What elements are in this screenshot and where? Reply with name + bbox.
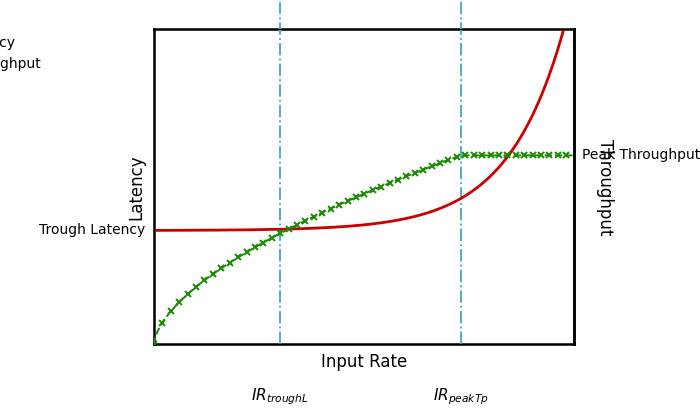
Text: $IR_{peakTp}$: $IR_{peakTp}$ bbox=[433, 386, 489, 407]
Text: Peak Throughput: Peak Throughput bbox=[582, 148, 700, 163]
X-axis label: Input Rate: Input Rate bbox=[321, 353, 407, 371]
Text: $IR_{troughL}$: $IR_{troughL}$ bbox=[251, 386, 309, 407]
Legend: Latency, Throughput: Latency, Throughput bbox=[0, 30, 47, 76]
Text: Trough Latency: Trough Latency bbox=[39, 223, 146, 237]
Y-axis label: Throughput: Throughput bbox=[596, 139, 614, 235]
Y-axis label: Latency: Latency bbox=[127, 154, 146, 220]
